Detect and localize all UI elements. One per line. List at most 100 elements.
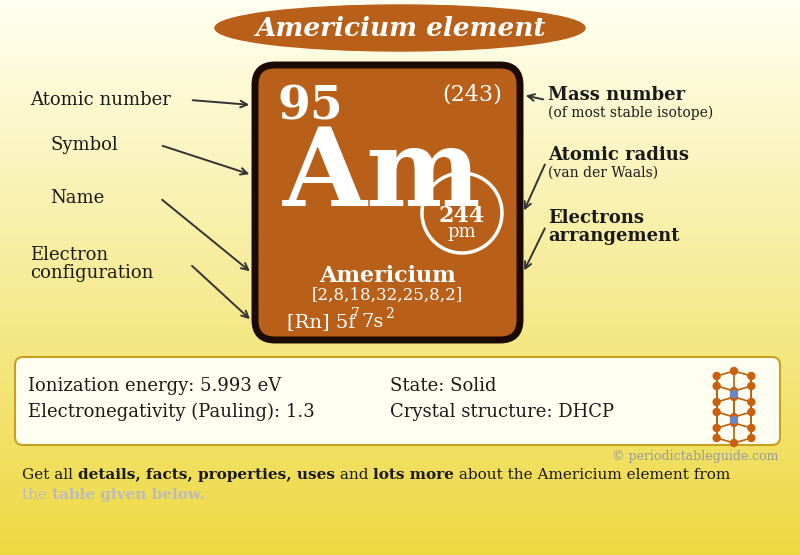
Text: Atomic number: Atomic number [30, 91, 171, 109]
Circle shape [748, 408, 755, 416]
Circle shape [730, 440, 738, 447]
Circle shape [748, 382, 755, 390]
Bar [0, 305, 800, 311]
Bar [0, 18, 800, 24]
Bar [0, 204, 800, 209]
Bar [0, 504, 800, 509]
Bar [0, 259, 800, 265]
Bar [0, 495, 800, 501]
Text: 95: 95 [277, 83, 342, 129]
Bar [0, 245, 800, 251]
Text: [Rn] 5f: [Rn] 5f [287, 313, 355, 331]
Bar [0, 398, 800, 403]
Bar [0, 153, 800, 158]
Bar [0, 222, 800, 228]
Bar [0, 88, 800, 93]
Bar [0, 287, 800, 292]
Text: details, facts, properties, uses: details, facts, properties, uses [78, 468, 335, 482]
Bar [0, 107, 800, 112]
Circle shape [730, 416, 738, 423]
Circle shape [748, 435, 755, 441]
Bar [0, 240, 800, 246]
Text: Symbol: Symbol [50, 136, 118, 154]
Bar [0, 546, 800, 551]
Bar [0, 74, 800, 79]
Circle shape [730, 420, 738, 426]
Bar [0, 453, 800, 459]
Bar [0, 296, 800, 301]
Text: Electrons: Electrons [548, 209, 644, 227]
FancyBboxPatch shape [15, 357, 780, 445]
Bar [0, 218, 800, 223]
Bar [0, 375, 800, 380]
Bar [0, 365, 800, 371]
Ellipse shape [215, 5, 585, 51]
Text: (van der Waals): (van der Waals) [548, 166, 658, 180]
Circle shape [748, 425, 755, 431]
Text: Americium element: Americium element [254, 16, 546, 41]
Bar [0, 472, 800, 477]
Text: Mass number: Mass number [548, 86, 685, 104]
FancyBboxPatch shape [255, 65, 520, 340]
Bar [0, 393, 800, 398]
Bar [0, 500, 800, 505]
Bar [0, 379, 800, 385]
Bar [0, 23, 800, 29]
Text: 7: 7 [351, 307, 360, 321]
Bar [0, 9, 800, 15]
Text: lots more: lots more [374, 468, 454, 482]
Bar [0, 523, 800, 528]
Bar [0, 416, 800, 422]
Bar [0, 462, 800, 468]
Bar [0, 185, 800, 190]
Circle shape [730, 413, 738, 421]
Bar [0, 430, 800, 436]
Text: Crystal structure: DHCP: Crystal structure: DHCP [390, 403, 614, 421]
Bar [0, 134, 800, 140]
Bar [0, 268, 800, 274]
Text: Electron: Electron [30, 246, 108, 264]
Bar [0, 537, 800, 542]
Bar [0, 361, 800, 366]
Bar [0, 282, 800, 287]
Text: (of most stable isotope): (of most stable isotope) [548, 106, 714, 120]
Bar [0, 143, 800, 149]
Bar [0, 69, 800, 75]
Bar [0, 4, 800, 10]
Bar [0, 111, 800, 117]
Bar [0, 199, 800, 204]
Bar [0, 370, 800, 376]
Bar [0, 231, 800, 237]
Bar [0, 37, 800, 43]
Text: Am: Am [283, 123, 482, 229]
Text: © periodictableguide.com: © periodictableguide.com [612, 450, 778, 463]
Text: Get all: Get all [22, 468, 78, 482]
Text: table given below.: table given below. [52, 488, 205, 502]
Circle shape [713, 435, 720, 441]
Bar [0, 157, 800, 163]
Circle shape [713, 382, 720, 390]
Text: 244: 244 [439, 205, 485, 227]
Bar [0, 0, 800, 6]
Bar [0, 310, 800, 315]
Circle shape [730, 393, 738, 401]
Bar [0, 384, 800, 390]
Bar [0, 444, 800, 450]
Bar [0, 171, 800, 176]
Bar [0, 129, 800, 135]
Circle shape [713, 372, 720, 380]
Bar [0, 347, 800, 352]
Bar [0, 125, 800, 130]
Bar [0, 356, 800, 362]
Text: Ionization energy: 5.993 eV: Ionization energy: 5.993 eV [28, 377, 282, 395]
Bar [0, 254, 800, 260]
Text: Atomic radius: Atomic radius [548, 146, 689, 164]
Bar [0, 319, 800, 325]
Bar [0, 324, 800, 329]
Text: Electronegativity (Pauling): 1.3: Electronegativity (Pauling): 1.3 [28, 403, 314, 421]
Bar [0, 541, 800, 547]
Text: Americium: Americium [319, 265, 456, 287]
Bar [0, 83, 800, 89]
Bar [0, 60, 800, 65]
Bar [0, 250, 800, 255]
